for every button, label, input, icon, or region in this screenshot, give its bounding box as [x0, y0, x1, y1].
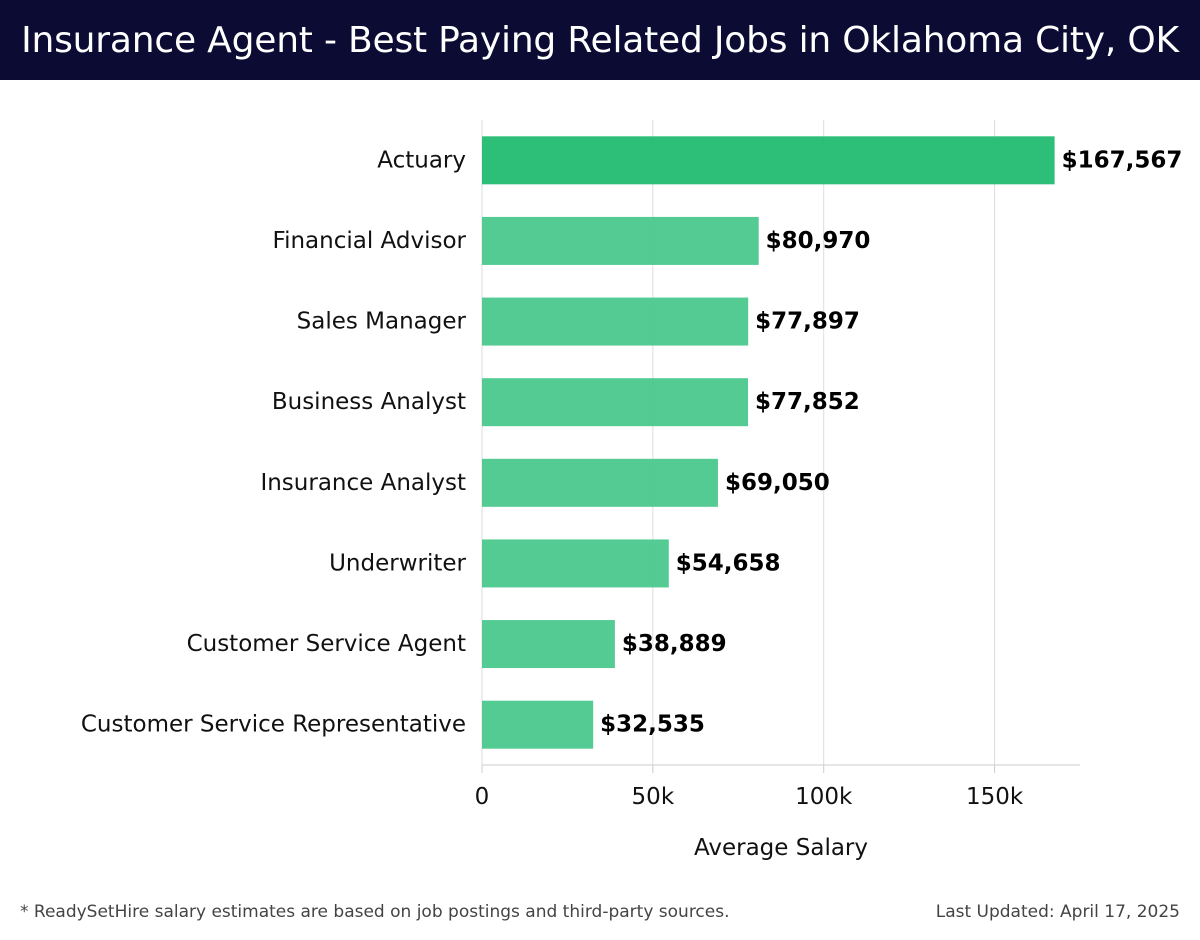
bars	[482, 136, 1055, 749]
category-label: Customer Service Representative	[81, 712, 466, 738]
category-label: Financial Advisor	[273, 228, 467, 254]
footer: * ReadySetHire salary estimates are base…	[0, 900, 1200, 926]
category-label: Business Analyst	[272, 389, 466, 415]
value-label: $167,567	[1062, 147, 1183, 173]
grid-lines	[481, 120, 996, 765]
value-label: $69,050	[725, 470, 830, 496]
bar	[482, 297, 749, 346]
bar	[482, 539, 669, 588]
value-labels: $167,567 $80,970 $77,897 $77,852 $69,050 $54,…	[600, 147, 1182, 737]
last-updated: Last Updated: April 17, 2025	[935, 902, 1180, 922]
x-axis: 0 50k 100k 150k	[475, 764, 1080, 810]
value-label: $32,535	[600, 712, 705, 738]
bar	[482, 216, 759, 265]
bar-chart: Actuary Financial Advisor Sales Manager Bus…	[81, 120, 1182, 861]
value-label: $54,658	[676, 550, 781, 576]
category-label: Underwriter	[329, 550, 466, 576]
bar	[482, 620, 615, 669]
x-tick-label: 50k	[632, 784, 675, 810]
footnote: * ReadySetHire salary estimates are base…	[20, 902, 730, 922]
x-tick-label: 0	[475, 784, 490, 810]
x-tick-label: 100k	[795, 784, 853, 810]
bar	[482, 700, 594, 749]
chart-title: Insurance Agent - Best Paying Related Jo…	[21, 19, 1179, 61]
x-tick-label: 150k	[966, 784, 1024, 810]
value-label: $77,897	[755, 309, 860, 335]
x-axis-title: Average Salary	[694, 835, 868, 861]
category-label: Insurance Analyst	[260, 470, 466, 496]
bar	[482, 378, 749, 427]
category-label: Actuary	[377, 147, 466, 173]
category-label: Customer Service Agent	[187, 631, 466, 657]
category-label: Sales Manager	[297, 309, 467, 335]
value-label: $38,889	[622, 631, 727, 657]
category-labels: Actuary Financial Advisor Sales Manager Bus…	[81, 147, 467, 737]
bar	[482, 136, 1055, 185]
value-label: $80,970	[766, 228, 871, 254]
bar	[482, 458, 718, 507]
value-label: $77,852	[755, 389, 860, 415]
chart-header: Insurance Agent - Best Paying Related Jo…	[0, 0, 1200, 80]
